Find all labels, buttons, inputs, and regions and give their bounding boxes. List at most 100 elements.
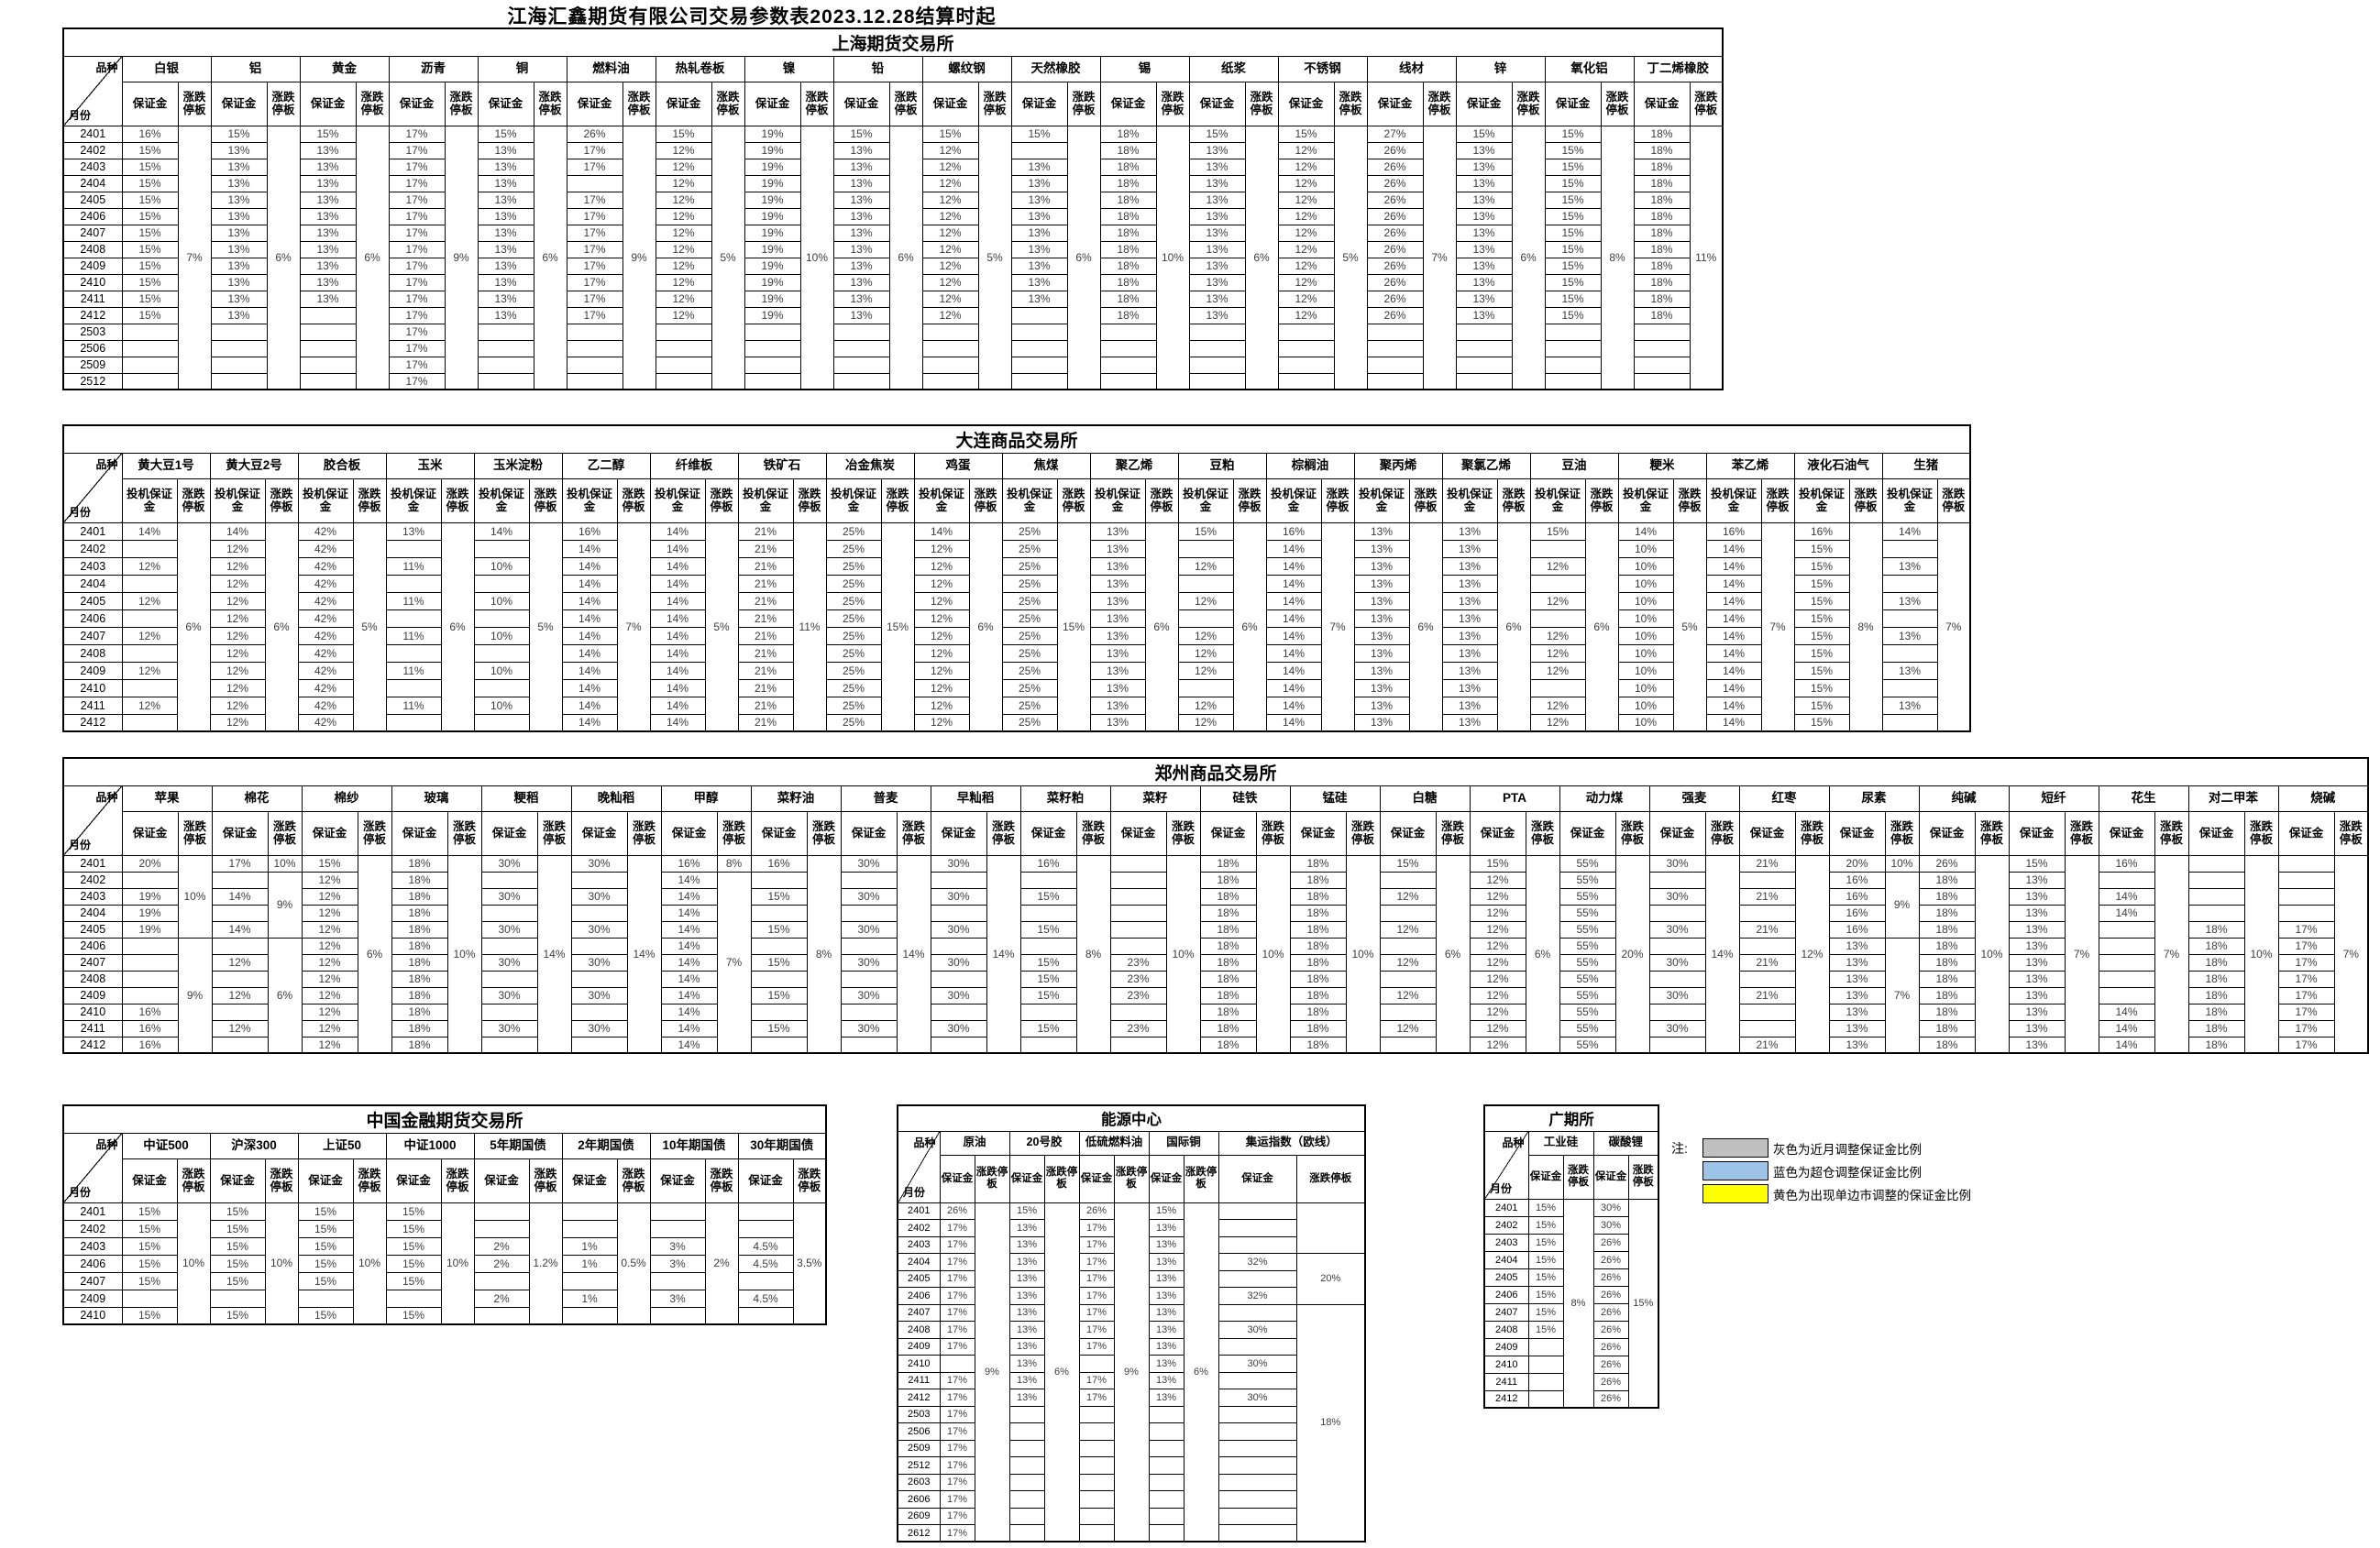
margin-cell[interactable]: 17% [566,207,623,225]
margin-cell[interactable]: 15% [1379,854,1437,873]
margin-cell[interactable] [570,970,628,988]
limit-cell[interactable]: 7% [1760,521,1795,732]
margin-cell[interactable]: 23% [1109,1019,1167,1037]
margin-cell[interactable]: 17% [2277,1003,2335,1021]
margin-cell[interactable] [299,323,357,341]
margin-cell[interactable]: 42% [297,574,354,593]
margin-cell[interactable]: 12% [655,290,712,308]
margin-cell[interactable]: 10% [473,556,530,576]
margin-cell[interactable]: 18% [1633,257,1691,275]
margin-cell[interactable]: 17% [939,1439,975,1457]
margin-cell[interactable]: 15% [477,125,534,143]
margin-cell[interactable]: 13% [1881,556,1938,576]
margin-cell[interactable]: 12% [1379,953,1437,972]
margin-cell[interactable] [1379,1003,1437,1021]
limit-cell[interactable]: 12% [1794,854,1830,1054]
limit-cell[interactable]: 0.5% [616,1202,651,1325]
margin-cell[interactable]: 12% [1277,158,1335,176]
margin-cell[interactable]: 14% [649,591,706,610]
margin-cell[interactable]: 10% [1617,661,1674,680]
margin-cell[interactable]: 14% [649,713,706,732]
margin-cell[interactable]: 13% [1455,273,1513,291]
margin-cell[interactable] [2277,871,2335,889]
margin-cell[interactable]: 12% [301,937,358,955]
margin-cell[interactable]: 14% [1705,626,1762,645]
limit-cell[interactable]: 6% [1066,125,1101,390]
margin-cell[interactable] [2187,871,2245,889]
margin-cell[interactable]: 11% [385,556,442,576]
margin-cell[interactable]: 55% [1559,1003,1616,1021]
margin-cell[interactable]: 13% [1455,290,1513,308]
limit-cell[interactable]: 5% [1333,125,1368,390]
margin-cell[interactable] [1010,356,1068,374]
margin-cell[interactable] [1455,372,1513,390]
margin-cell[interactable]: 17% [1078,1321,1115,1339]
margin-cell[interactable]: 17% [1078,1337,1115,1356]
margin-cell[interactable] [121,713,178,732]
margin-cell[interactable]: 1% [561,1289,618,1308]
margin-cell[interactable]: 14% [660,937,718,955]
margin-cell[interactable]: 14% [1265,643,1322,663]
limit-cell[interactable]: 10% [264,1202,299,1325]
margin-cell[interactable]: 25% [825,591,882,610]
margin-cell[interactable]: 17% [939,1235,975,1254]
margin-cell[interactable]: 13% [1008,1371,1045,1389]
margin-cell[interactable]: 17% [1078,1389,1115,1407]
margin-cell[interactable] [1008,1439,1045,1457]
margin-cell[interactable]: 21% [737,678,794,697]
margin-cell[interactable] [750,871,808,889]
margin-cell[interactable] [2098,970,2155,988]
limit-cell[interactable]: 14% [626,854,662,1054]
margin-cell[interactable]: 18% [1199,904,1257,922]
limit-cell[interactable]: 8% [716,854,752,873]
margin-cell[interactable]: 13% [477,158,534,176]
limit-cell[interactable]: 6% [1244,125,1279,390]
margin-cell[interactable]: 17% [388,224,446,242]
margin-cell[interactable]: 14% [649,574,706,593]
margin-cell[interactable]: 14% [561,539,618,558]
margin-cell[interactable]: 13% [2008,904,2066,922]
margin-cell[interactable]: 21% [1738,854,1796,873]
margin-cell[interactable]: 13% [1188,174,1246,192]
margin-cell[interactable]: 13% [1353,661,1410,680]
margin-cell[interactable]: 26% [1592,1337,1629,1356]
margin-cell[interactable] [1455,356,1513,374]
margin-cell[interactable] [121,323,179,341]
margin-cell[interactable]: 55% [1559,1019,1616,1037]
margin-cell[interactable]: 15% [2008,854,2066,873]
margin-cell[interactable] [737,1306,794,1325]
margin-cell[interactable]: 25% [1001,591,1058,610]
margin-cell[interactable] [1633,323,1691,341]
margin-cell[interactable] [930,1036,987,1054]
margin-cell[interactable]: 15% [1277,125,1335,143]
margin-cell[interactable]: 17% [2277,937,2335,955]
limit-cell[interactable]: 15% [880,521,915,732]
margin-cell[interactable]: 13% [1188,257,1246,275]
margin-cell[interactable]: 13% [1441,696,1498,715]
limit-cell[interactable]: 6% [533,125,567,390]
margin-cell[interactable]: 17% [388,141,446,159]
limit-cell[interactable]: 6% [264,521,299,732]
limit-cell[interactable]: 10% [267,854,303,873]
margin-cell[interactable]: 42% [297,678,354,697]
margin-cell[interactable]: 18% [1099,207,1157,225]
margin-cell[interactable] [744,372,801,390]
margin-cell[interactable]: 15% [209,1236,266,1256]
margin-cell[interactable]: 15% [209,1271,266,1290]
margin-cell[interactable]: 13% [2008,1003,2066,1021]
margin-cell[interactable]: 14% [1705,574,1762,593]
margin-cell[interactable] [1544,339,1602,357]
margin-cell[interactable]: 13% [1353,521,1410,541]
limit-cell[interactable]: 8% [1075,854,1111,1054]
margin-cell[interactable]: 42% [297,539,354,558]
margin-cell[interactable] [2098,937,2155,955]
margin-cell[interactable] [1218,1490,1297,1509]
margin-cell[interactable]: 55% [1559,920,1616,939]
margin-cell[interactable]: 13% [210,224,268,242]
margin-cell[interactable]: 42% [297,626,354,645]
margin-cell[interactable]: 15% [301,854,358,873]
margin-cell[interactable]: 15% [1793,539,1850,558]
margin-cell[interactable]: 42% [297,556,354,576]
margin-cell[interactable] [750,970,808,988]
margin-cell[interactable]: 17% [388,158,446,176]
